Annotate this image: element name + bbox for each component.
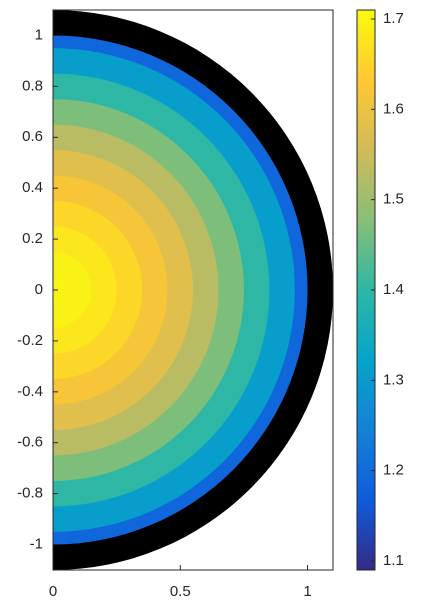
y-tick-label: -0.6 [17, 434, 43, 451]
plot-area [53, 10, 333, 570]
y-tick-label: 0.8 [22, 77, 43, 94]
x-tick-label: 0 [49, 583, 57, 600]
y-tick-label: -0.4 [17, 383, 43, 400]
colorbar-tick-label: 1.5 [383, 191, 404, 208]
heat-band [53, 251, 92, 329]
colorbar-tick-label: 1.3 [383, 371, 404, 388]
colorbar-tick-label: 1.6 [383, 100, 404, 117]
y-tick-label: 0.2 [22, 230, 43, 247]
x-tick-label: 1 [303, 583, 311, 600]
colorbar-tick-label: 1.2 [383, 462, 404, 479]
y-tick-label: -0.2 [17, 332, 43, 349]
y-tick-label: -0.8 [17, 485, 43, 502]
colorbar-tick-label: 1.7 [383, 10, 404, 27]
colorbar-tick-label: 1.4 [383, 281, 404, 298]
y-tick-label: 0.4 [22, 179, 43, 196]
y-tick-label: 1 [35, 26, 43, 43]
y-tick-label: 0 [35, 281, 43, 298]
heat-band [53, 277, 66, 303]
x-tick-label: 0.5 [170, 583, 191, 600]
y-tick-label: -1 [30, 536, 43, 553]
colorbar-tick-label: 1.1 [383, 552, 404, 569]
y-tick-label: 0.6 [22, 128, 43, 145]
